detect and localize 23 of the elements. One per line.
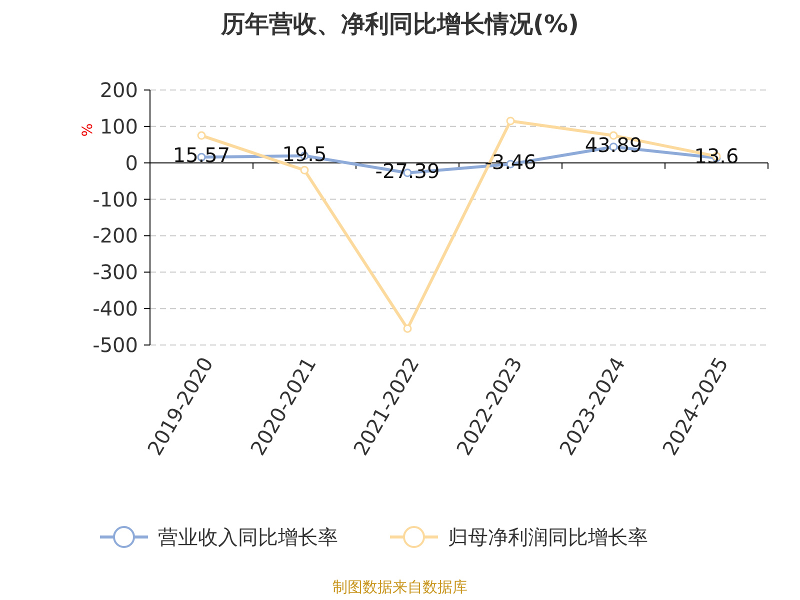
y-axis-title: % [80, 123, 96, 137]
chart-title: 历年营收、净利同比增长情况(%) [220, 10, 579, 38]
y-tick-label: -200 [92, 224, 138, 248]
point [197, 131, 206, 140]
y-tick-label: 100 [100, 114, 138, 138]
data-label: -27.39 [375, 158, 440, 183]
legend-label: 营业收入同比增长率 [158, 525, 338, 549]
data-label: 15.57 [172, 143, 230, 168]
data-label: -3.46 [484, 150, 536, 174]
data-label: 19.5 [282, 142, 327, 166]
data-label: 13.6 [694, 144, 739, 168]
legend-label: 归母净利润同比增长率 [448, 525, 648, 549]
y-tick-label: -400 [92, 296, 138, 321]
y-tick-label: -100 [92, 187, 138, 212]
y-tick-label: -500 [92, 333, 138, 357]
y-tick-label: -300 [92, 260, 138, 284]
y-tick-label: 0 [125, 150, 138, 175]
data-label: 43.89 [584, 132, 642, 157]
point [403, 324, 412, 333]
point [300, 166, 309, 174]
text: 制图数据来自数据库 [332, 578, 468, 596]
point [506, 116, 515, 126]
y-tick-label: 200 [100, 78, 138, 102]
